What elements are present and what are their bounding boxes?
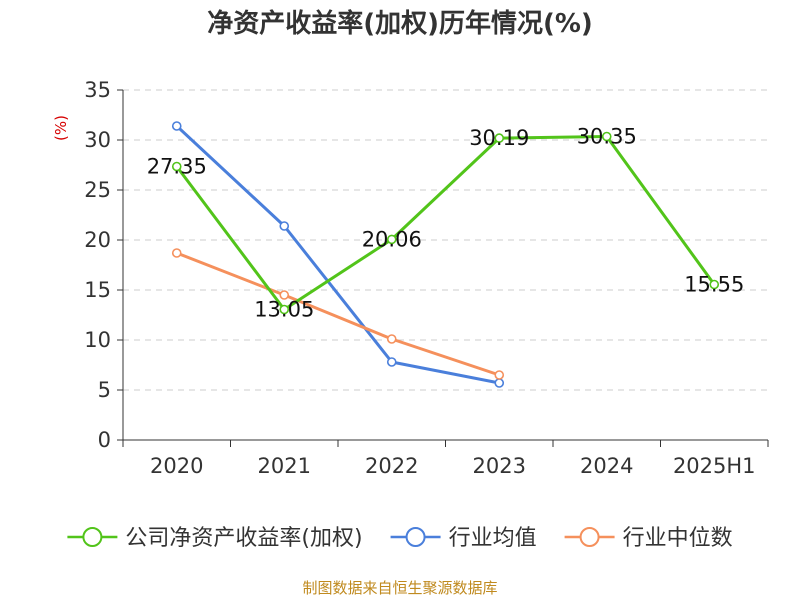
x-tick-label: 2025H1 (673, 454, 756, 478)
data-point (386, 234, 397, 245)
legend-item[interactable]: 行业中位数 (564, 526, 733, 551)
legend-label: 公司净资产收益率(加权) (125, 526, 362, 551)
legend-marker-icon (579, 527, 600, 547)
y-axis-unit: (%) (52, 115, 70, 141)
y-tick-label: 15 (84, 278, 111, 302)
y-tick-label: 10 (84, 328, 111, 352)
y-tick-label: 5 (98, 378, 111, 402)
data-point (494, 370, 505, 380)
legend-marker-icon (405, 527, 426, 547)
data-point (386, 357, 397, 367)
x-tick-label: 2021 (258, 454, 311, 478)
y-tick-label: 35 (84, 78, 111, 102)
data-point (494, 133, 505, 143)
x-tick-label: 2022 (365, 454, 418, 478)
data-point (171, 161, 182, 172)
data-point (386, 334, 397, 344)
data-point (279, 290, 290, 300)
legend[interactable]: 公司净资产收益率(加权) 行业均值 行业中位数 (67, 526, 733, 551)
x-tick-label: 2024 (580, 454, 633, 478)
data-label: 30.19 (469, 126, 529, 150)
data-label: 15.55 (684, 273, 744, 297)
data-point (279, 221, 290, 231)
y-tick-label: 0 (98, 428, 111, 452)
data-point (171, 248, 182, 258)
data-point (279, 304, 290, 315)
data-point (171, 121, 182, 131)
series-lines (171, 121, 720, 388)
data-point (494, 378, 505, 388)
data-point (709, 279, 720, 290)
data-label: 13.05 (254, 298, 314, 322)
x-tick-label: 2023 (473, 454, 526, 478)
data-label: 20.06 (362, 227, 422, 251)
legend-item[interactable]: 公司净资产收益率(加权) (67, 526, 363, 551)
series-line (176, 251, 500, 377)
data-labels: 27.35 13.05 20.06 30.19 30.35 15.55 (147, 125, 745, 322)
y-tick-label: 20 (84, 228, 111, 252)
gridlines (123, 89, 768, 391)
legend-marker-icon (82, 527, 103, 547)
data-point (601, 131, 612, 142)
legend-label: 行业均值 (449, 526, 537, 551)
data-label: 27.35 (147, 155, 207, 179)
axes: 0 5 10 15 20 25 30 35 2020 2021 2022 2023 2024 2025H1 (84, 78, 769, 478)
chart-title: 净资产收益率(加权)历年情况(%) (207, 8, 593, 39)
series-line (175, 124, 500, 385)
legend-item[interactable]: 行业均值 (390, 526, 537, 551)
x-tick-label: 2020 (150, 454, 203, 478)
series-line (175, 135, 716, 311)
source-note: 制图数据来自恒生聚源数据库 (302, 579, 497, 597)
y-tick-label: 25 (84, 178, 111, 202)
y-tick-label: 30 (84, 128, 111, 152)
data-label: 30.35 (577, 125, 637, 149)
legend-label: 行业中位数 (623, 526, 733, 551)
